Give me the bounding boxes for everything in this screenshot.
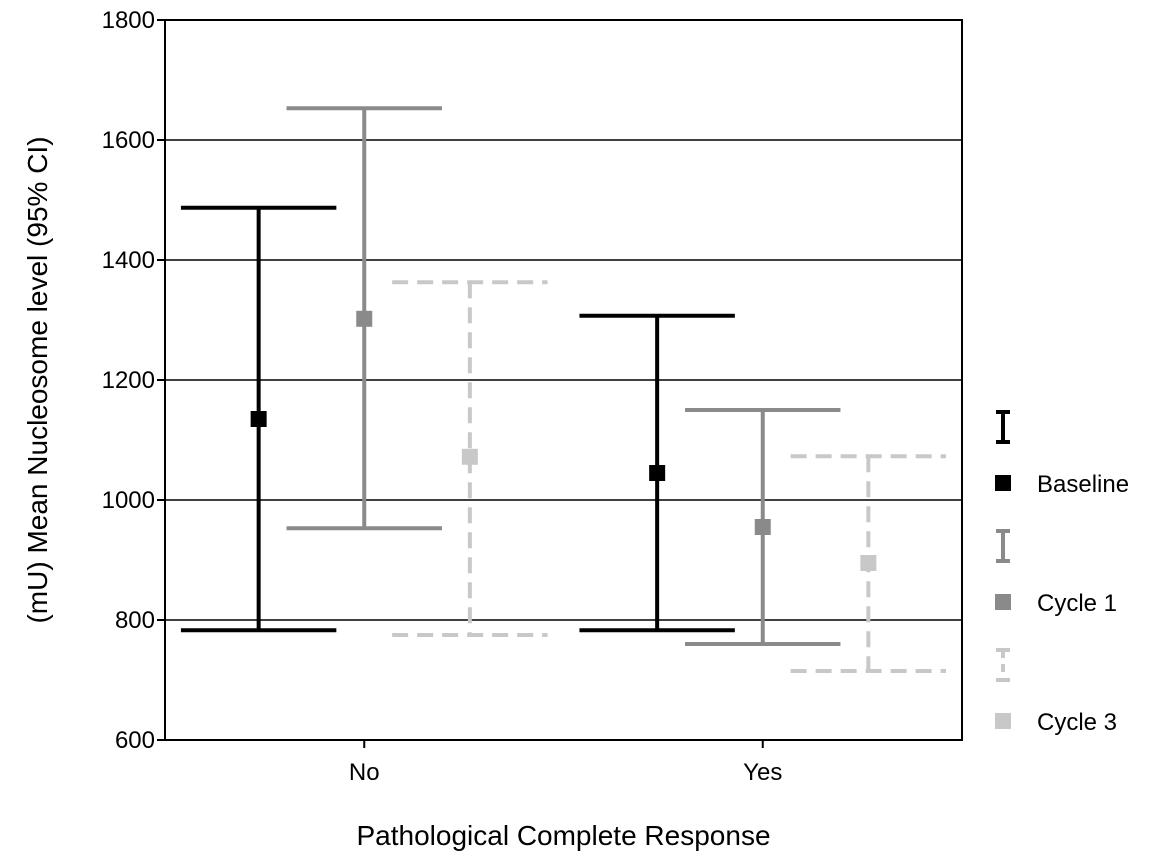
gridlines [165,139,962,621]
x-axis-title: Pathological Complete Response [356,820,770,851]
series-cycle-3 [392,280,947,673]
legend-item-cycle-1: Cycle 1 [995,529,1117,617]
y-tick-label: 600 [115,727,155,754]
mean-marker [649,465,666,481]
y-tick-label: 800 [115,607,155,634]
x-tick-label: No [349,759,380,786]
y-tick-label: 1600 [102,127,155,154]
legend-marker [995,475,1011,491]
legend-item-baseline: Baseline [995,410,1129,498]
legend-label: Cycle 1 [1037,590,1117,617]
y-axis-title: (mU) Mean Nucleosome level (95% CI) [22,136,53,623]
series-cycle-1 [286,106,841,646]
mean-marker [860,555,877,571]
series-baseline [180,205,735,633]
x-tick-label: Yes [743,759,782,786]
legend-item-cycle-3: Cycle 3 [995,648,1117,736]
legend: Baseline Cycle 1 Cycle 3 [995,410,1129,736]
y-tick-label: 1800 [102,7,155,34]
legend-label: Baseline [1037,471,1129,498]
mean-marker [754,519,771,535]
legend-label: Cycle 3 [1037,709,1117,736]
legend-marker [995,594,1011,610]
series-group [180,106,947,673]
x-axis: No Yes [349,740,782,786]
legend-marker [995,713,1011,729]
y-tick-label: 1000 [102,487,155,514]
y-tick-label: 1400 [102,247,155,274]
y-tick-label: 1200 [102,367,155,394]
mean-marker [250,411,267,427]
mean-marker [356,310,373,327]
mean-marker [461,448,478,465]
y-axis: 600 800 1000 1200 1400 1600 1800 [102,7,165,754]
